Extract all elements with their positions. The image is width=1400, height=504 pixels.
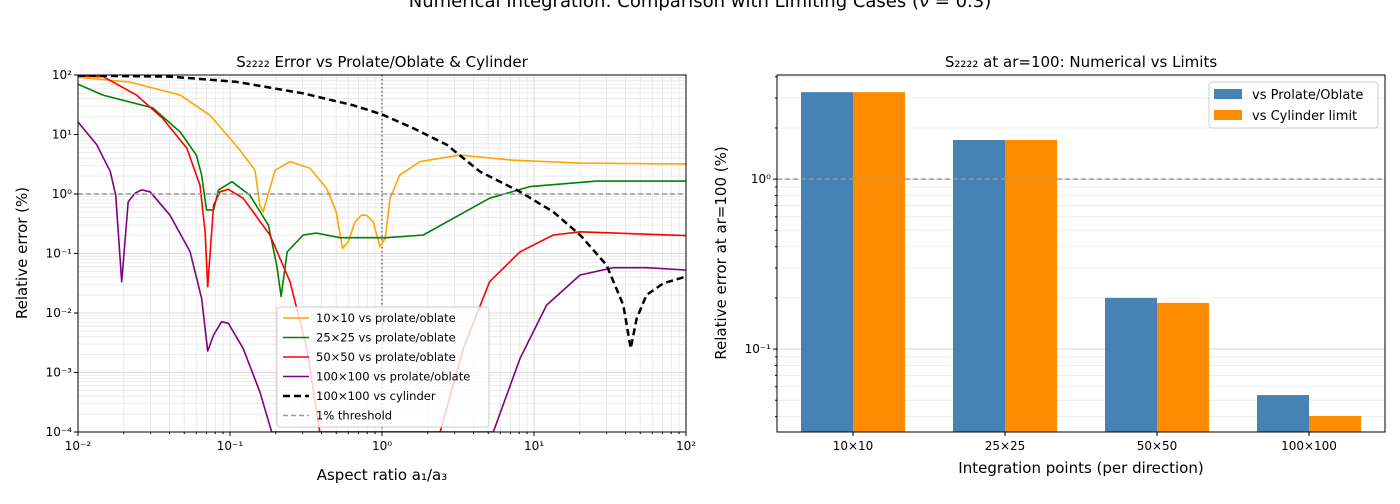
legend-frame <box>1208 81 1379 129</box>
series-line-2 <box>78 75 686 432</box>
y-tick-label: 10⁰ <box>52 187 72 201</box>
y-tick-label: 10⁻⁴ <box>46 425 73 439</box>
legend-label-1: vs Cylinder limit <box>1252 109 1357 124</box>
y-tick-label: 10⁰ <box>751 172 771 186</box>
y-tick-label: 10⁻² <box>46 306 73 320</box>
y-tick-label: 10² <box>52 68 72 82</box>
bar-50×50-1 <box>1157 302 1209 432</box>
left-legend: 10×10 vs prolate/oblate 25×25 vs prolate/… <box>276 306 490 428</box>
legend-label-5: 1% threshold <box>316 409 392 423</box>
left-x-axis-label: Aspect ratio a₁/a₃ <box>317 466 448 484</box>
y-tick-label: 10⁻³ <box>46 366 73 380</box>
y-tick-label: 10⁻¹ <box>745 342 772 356</box>
bar-25×25-1 <box>1005 139 1057 432</box>
legend-label-0: vs Prolate/Oblate <box>1252 88 1363 103</box>
legend-label-1: 25×25 vs prolate/oblate <box>316 331 456 345</box>
x-tick-label: 10⁻¹ <box>217 439 244 453</box>
series-line-4 <box>78 75 686 350</box>
y-tick-label: 10¹ <box>52 128 72 142</box>
bar-100×100-0 <box>1257 395 1309 432</box>
legend-label-4: 100×100 vs cylinder <box>316 389 436 403</box>
series-line-3 <box>78 121 686 432</box>
x-tick-label: 10×10 <box>833 439 874 453</box>
right-x-axis-label: Integration points (per direction) <box>958 459 1203 477</box>
bar-100×100-1 <box>1309 415 1361 432</box>
x-tick-label: 25×25 <box>985 439 1026 453</box>
left-y-axis-label: Relative error (%) <box>13 187 31 319</box>
x-tick-label: 10⁰ <box>372 439 392 453</box>
bar-25×25-0 <box>953 139 1005 432</box>
legend-label-3: 100×100 vs prolate/oblate <box>316 370 470 384</box>
series-line-0 <box>78 76 686 250</box>
x-tick-label: 10² <box>676 439 696 453</box>
x-tick-label: 10¹ <box>524 439 544 453</box>
x-tick-label: 10⁻² <box>65 439 92 453</box>
left-chart-title: S₂₂₂₂ Error vs Prolate/Oblate & Cylinder <box>236 53 528 71</box>
right-chart-title: S₂₂₂₂ at ar=100: Numerical vs Limits <box>945 53 1217 71</box>
legend-swatch-1 <box>1214 110 1242 120</box>
x-tick-label: 50×50 <box>1137 439 1178 453</box>
bar-10×10-0 <box>801 92 853 433</box>
bar-10×10-1 <box>853 92 905 433</box>
series-line-1 <box>78 83 686 298</box>
y-tick-label: 10⁻¹ <box>46 247 73 261</box>
right-axes-frame <box>776 74 1386 433</box>
right-y-axis-label: Relative error at ar=100 (%) <box>712 146 730 359</box>
left-chart: S₂₂₂₂ Error vs Prolate/Oblate & Cylinder… <box>13 53 696 484</box>
bar-50×50-0 <box>1105 297 1157 432</box>
legend-label-0: 10×10 vs prolate/oblate <box>316 311 456 325</box>
legend-label-2: 50×50 vs prolate/oblate <box>316 350 456 364</box>
right-chart: S₂₂₂₂ at ar=100: Numerical vs Limits Int… <box>712 53 1386 477</box>
right-legend: vs Prolate/Oblate vs Cylinder limit <box>1208 81 1379 129</box>
legend-swatch-0 <box>1214 89 1242 99</box>
left-plot-area <box>78 75 686 432</box>
legend-frame <box>276 306 490 428</box>
x-tick-label: 100×100 <box>1281 439 1337 453</box>
figure-suptitle: Numerical Integration: Comparison with L… <box>409 0 992 12</box>
